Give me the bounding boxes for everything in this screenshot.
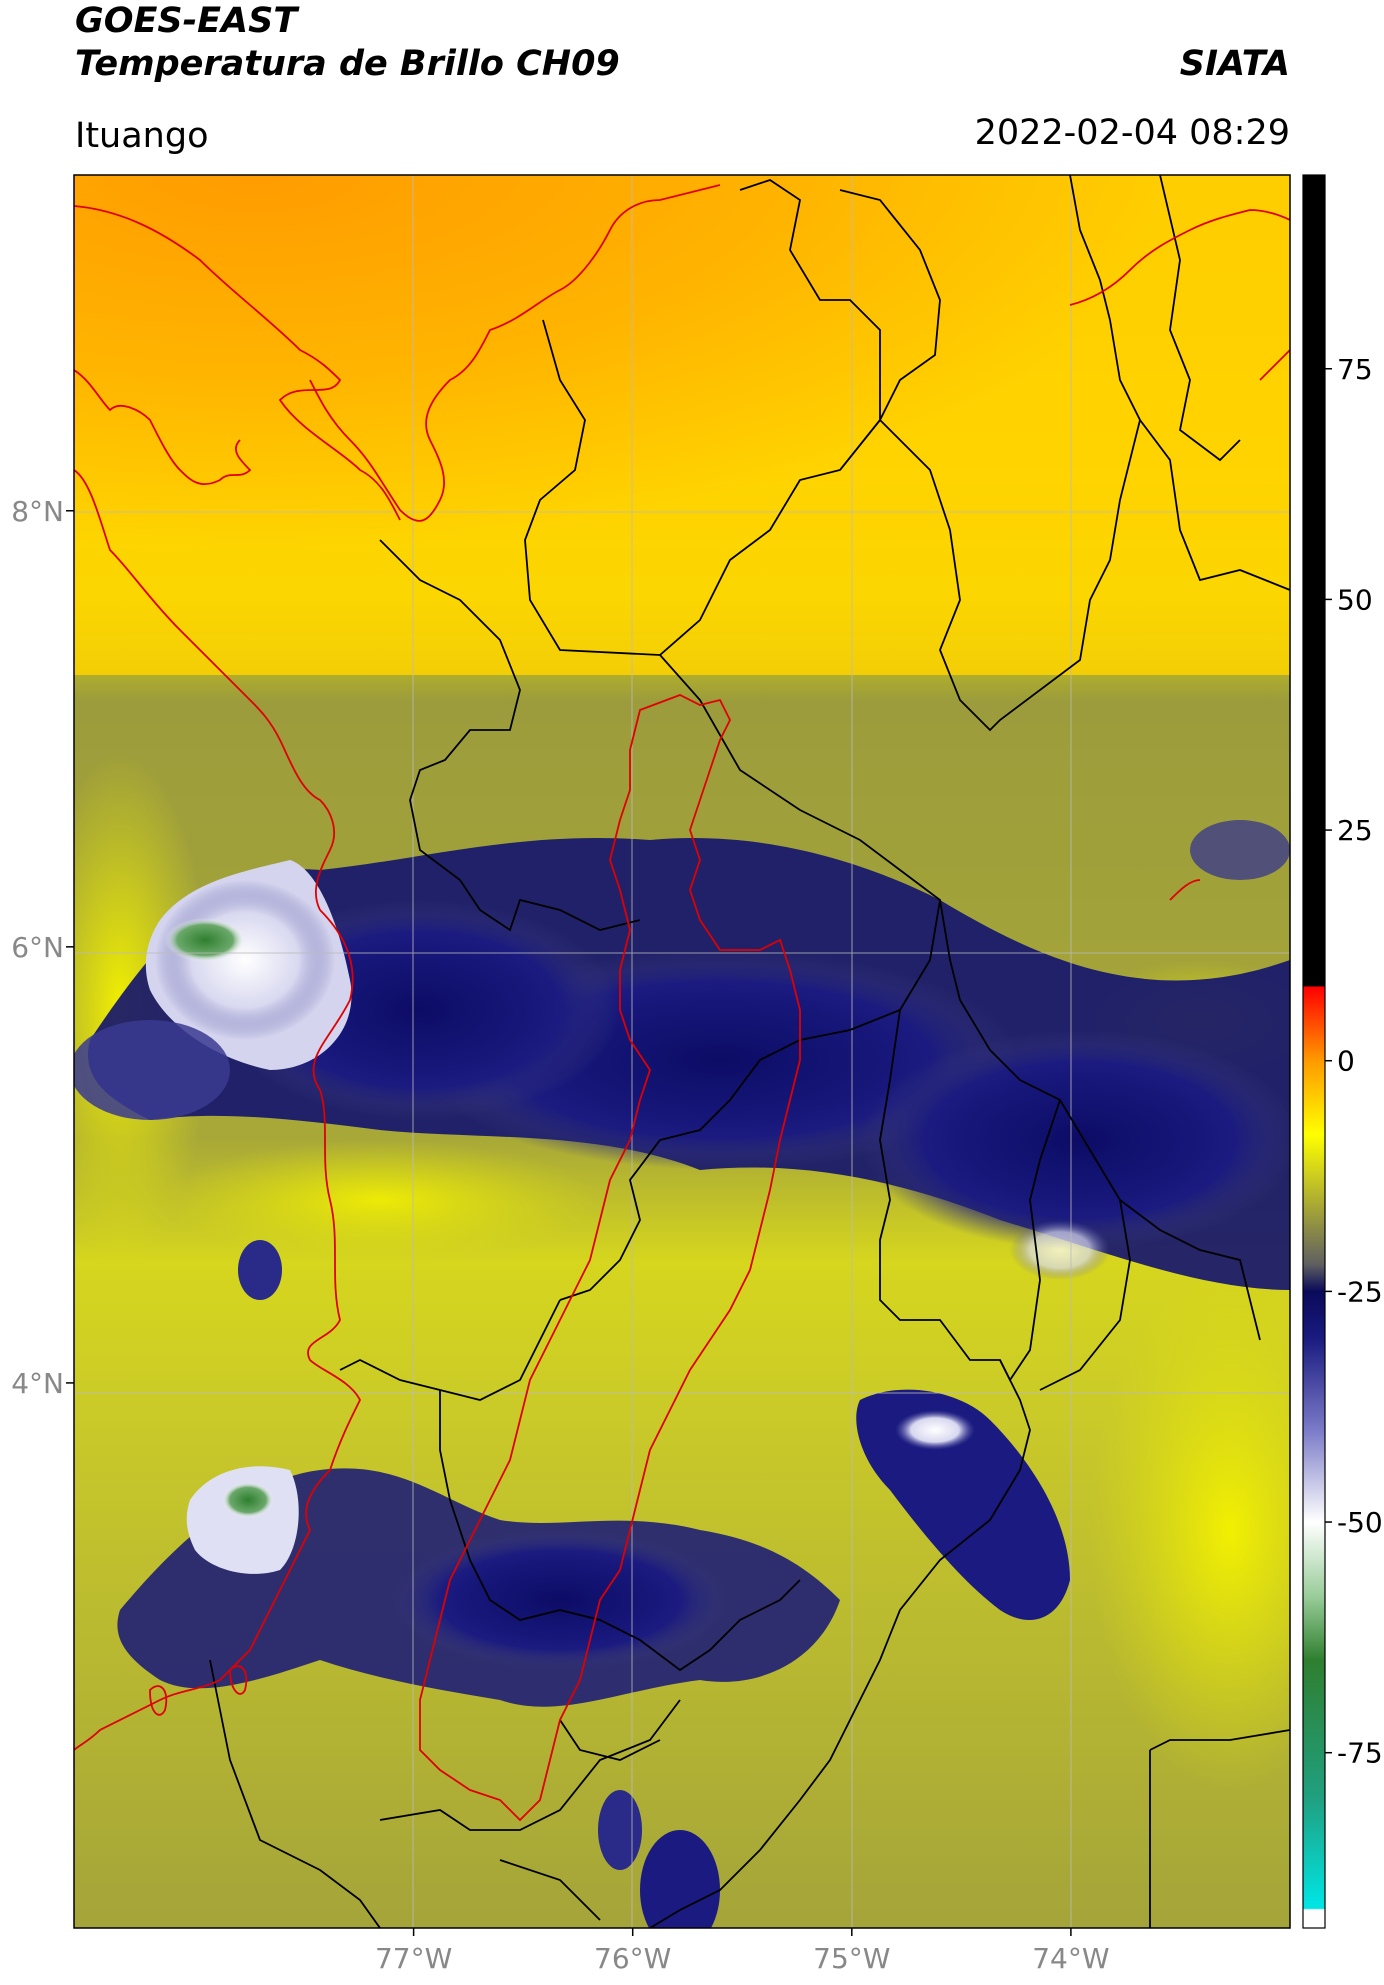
border-bolivar [879, 175, 1141, 732]
colorbar-tick-label: 50 [1337, 583, 1373, 616]
coast-gulf-uraba [74, 205, 401, 521]
cold-cell-bottom-2 [598, 1790, 642, 1870]
coast-island [149, 1685, 168, 1716]
colorbar-tick-label: 0 [1337, 1045, 1355, 1078]
cloud-west [74, 1020, 230, 1120]
lat-tick-label: 6°N [11, 931, 64, 964]
coast-pacific-north [74, 469, 335, 911]
coast-caribbean-east [1069, 209, 1290, 306]
border-cauca [379, 1699, 681, 1831]
cold-core-south [390, 1530, 730, 1670]
convective-spot-east [1010, 1220, 1110, 1280]
lat-tick-label: 8°N [11, 495, 64, 528]
coast-island-2 [229, 1665, 248, 1695]
lon-tick-label: 77°W [375, 1942, 452, 1975]
colorbar: 75 50 25 0 -25 -50 -75 [1302, 174, 1383, 1929]
lon-tick-label: 75°W [813, 1942, 890, 1975]
colorbar-tick-label: 25 [1337, 814, 1373, 847]
border-cundinamarca [999, 1099, 1061, 1382]
cold-cell-ne [1190, 820, 1290, 880]
lon-tick-label: 74°W [1032, 1942, 1109, 1975]
ituango-basin-outline [419, 694, 801, 1822]
cold-core-east [860, 1030, 1290, 1250]
datetime-label: 2022-02-04 08:29 [974, 113, 1290, 153]
cold-cell-coast [238, 1240, 282, 1300]
region-label: Ituango [75, 116, 209, 156]
convective-core-se [895, 1410, 975, 1450]
border-tolima [649, 1009, 1031, 1928]
border-narino [209, 1659, 381, 1928]
cold-cell-bottom [640, 1830, 720, 1928]
colorbar-tick-label: -75 [1337, 1737, 1383, 1770]
convective-core-nw-center [155, 880, 335, 1040]
colorbar-tick-label: -50 [1337, 1506, 1383, 1539]
border-sucre [839, 189, 941, 471]
lon-tick-label: 76°W [594, 1942, 671, 1975]
colorbar-ticks: 75 50 25 0 -25 -50 -75 [1325, 353, 1383, 1770]
border-magdalena [1159, 175, 1241, 462]
border-meta [1149, 1729, 1290, 1751]
warm-patch-southeast [1090, 1270, 1290, 1790]
border-antioquia-east [659, 654, 1261, 1341]
graticule [74, 175, 1290, 1928]
product-title: Temperatura de Brillo CH09 [75, 44, 620, 84]
department-borders [209, 175, 1290, 1928]
border-valle-south [439, 1390, 801, 1672]
brightness-temperature-field [74, 175, 1290, 1928]
border-caldas [559, 899, 941, 1301]
coastline [74, 184, 1290, 1751]
title-block: GOES-EAST Temperatura de Brillo CH09 [75, 0, 620, 86]
coast-east-fragment-2 [1169, 879, 1201, 901]
coast-panama-border [74, 369, 252, 485]
lat-tick-label: 4°N [11, 1367, 64, 1400]
coldest-core-nw [165, 918, 245, 962]
border-cordoba [524, 179, 881, 656]
border-cauca-huila [559, 1719, 661, 1761]
colorbar-tick-label: -25 [1337, 1275, 1383, 1308]
border-choco-antioquia [379, 539, 641, 932]
map-frame [73, 174, 1291, 1929]
coast-caribbean-cordoba [309, 184, 721, 522]
longitude-labels: 77°W 76°W 75°W 74°W [375, 1928, 1110, 1975]
coast-pacific-south [74, 909, 362, 1751]
warm-region-north [74, 175, 1290, 675]
latitude-labels: 8°N 6°N 4°N [11, 495, 74, 1400]
cold-cell-se [856, 1389, 1070, 1620]
border-cesar [1139, 419, 1290, 591]
organization-label: SIATA [1179, 44, 1290, 84]
border-huila [499, 1859, 601, 1921]
warm-patch-center [160, 1140, 600, 1260]
colorbar-scale [1302, 174, 1326, 1929]
border-valle-north [339, 1299, 561, 1401]
satellite-title: GOES-EAST [75, 1, 298, 41]
border-boyaca [1039, 1199, 1131, 1391]
coldest-core-sw [222, 1482, 274, 1518]
coast-east-fragment [1259, 349, 1290, 381]
colorbar-tick-label: 75 [1337, 353, 1373, 386]
